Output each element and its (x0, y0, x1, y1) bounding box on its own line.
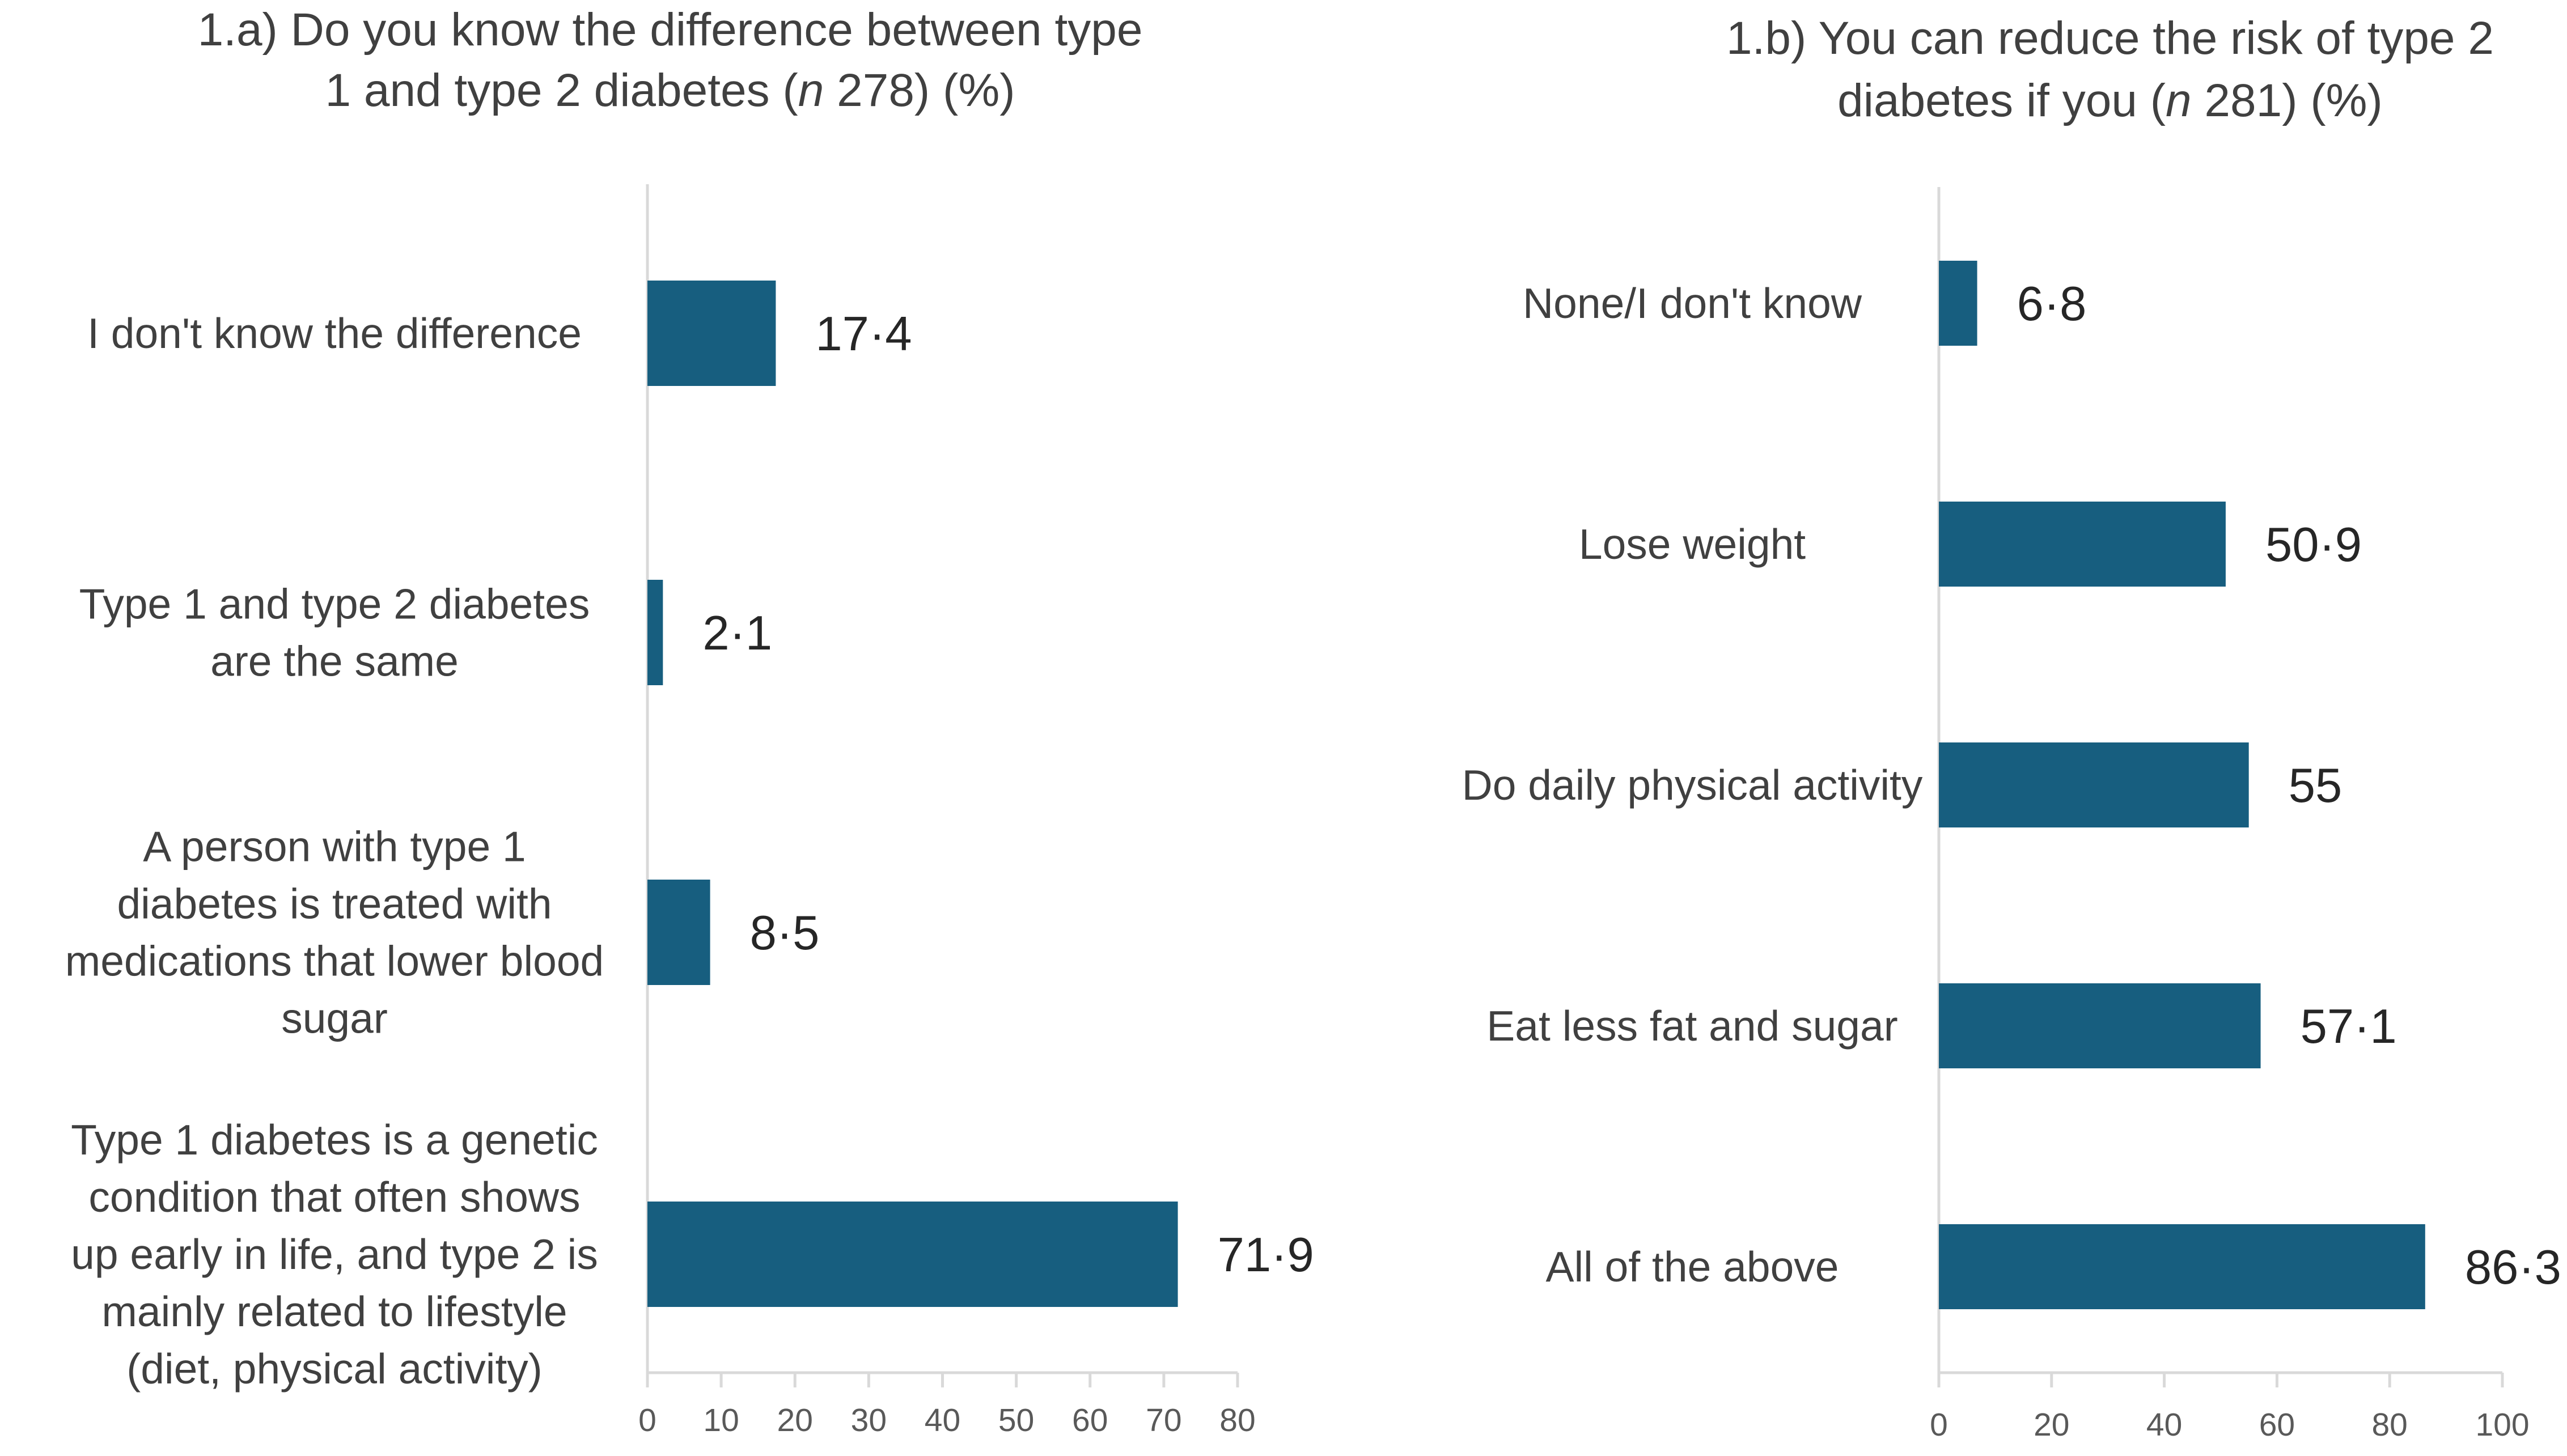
x-tick-label: 60 (2259, 1407, 2295, 1443)
x-tick-label: 80 (1219, 1402, 1255, 1438)
x-tick-label: 80 (2371, 1407, 2407, 1443)
chart-title-line-2: diabetes if you (n 281) (%) (1837, 75, 2383, 126)
bar (1939, 502, 2226, 587)
data-label: 2·1 (702, 606, 772, 660)
bar (1939, 261, 1977, 346)
x-tick-label: 20 (777, 1402, 813, 1438)
chart-title-line-1: 1.b) You can reduce the risk of type 2 (1726, 12, 2494, 64)
x-tick-label: 10 (703, 1402, 739, 1438)
chart-title-line-1: 1.a) Do you know the difference between … (198, 4, 1143, 56)
category-label: Lose weight (1579, 520, 1806, 568)
chart-panel-1: 1.a) Do you know the difference between … (65, 4, 1314, 1438)
x-tick-label: 20 (2034, 1407, 2069, 1443)
bar (647, 1202, 1178, 1307)
data-label: 50·9 (2265, 518, 2362, 572)
bar (647, 281, 776, 386)
bar (1939, 1224, 2425, 1309)
category-label: (diet, physical activity) (126, 1345, 543, 1393)
bar (1939, 742, 2249, 827)
x-tick-label: 50 (998, 1402, 1034, 1438)
data-label: 6·8 (2017, 277, 2087, 331)
category-label: None/I don't know (1523, 279, 1862, 327)
x-tick-label: 40 (2146, 1407, 2182, 1443)
x-tick-label: 70 (1146, 1402, 1181, 1438)
category-label: Eat less fat and sugar (1486, 1002, 1897, 1050)
category-label: A person with type 1 (143, 823, 526, 871)
bar (1939, 983, 2261, 1068)
category-label: are the same (210, 638, 459, 685)
x-tick-label: 100 (2475, 1407, 2529, 1443)
x-tick-label: 30 (851, 1402, 887, 1438)
category-label: sugar (281, 995, 388, 1042)
chart-panel-2: 1.b) You can reduce the risk of type 2 di… (1462, 12, 2561, 1443)
data-label: 57·1 (2301, 1000, 2397, 1054)
category-label: mainly related to lifestyle (101, 1288, 567, 1335)
bar (647, 580, 663, 685)
category-label: medications that lower blood (65, 937, 604, 985)
category-label: All of the above (1545, 1243, 1839, 1291)
data-label: 17·4 (815, 307, 912, 361)
data-label: 8·5 (750, 906, 820, 960)
category-label: condition that often shows (88, 1173, 580, 1221)
category-label: Do daily physical activity (1462, 761, 1923, 809)
data-label: 86·3 (2465, 1241, 2561, 1294)
data-label: 71·9 (1218, 1228, 1314, 1282)
data-label: 55 (2289, 759, 2343, 813)
x-tick-label: 40 (925, 1402, 960, 1438)
bar (647, 880, 710, 985)
category-label: I don't know the difference (87, 309, 582, 357)
category-label: up early in life, and type 2 is (71, 1230, 598, 1278)
category-label: Type 1 and type 2 diabetes (79, 580, 590, 628)
x-tick-label: 60 (1072, 1402, 1108, 1438)
x-tick-label: 0 (638, 1402, 656, 1438)
x-tick-label: 0 (1930, 1407, 1948, 1443)
category-label: Type 1 diabetes is a genetic (71, 1116, 598, 1164)
chart-title-line-2: 1 and type 2 diabetes (n 278) (%) (325, 65, 1015, 116)
category-label: diabetes is treated with (117, 880, 552, 928)
